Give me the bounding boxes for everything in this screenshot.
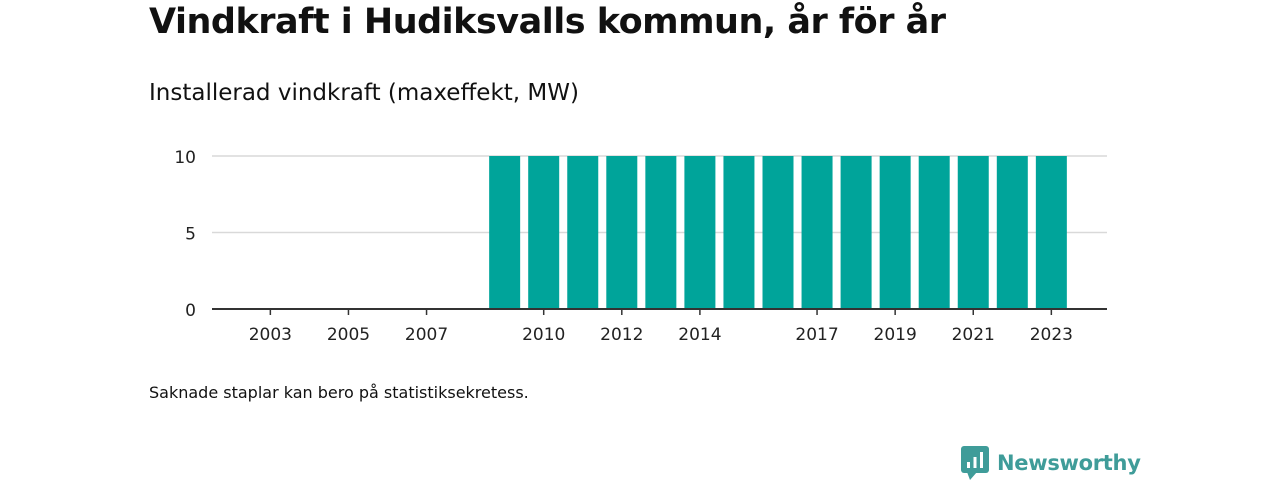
y-tick-label: 10 <box>174 148 196 168</box>
bar-2015 <box>723 156 755 309</box>
bar-2014 <box>684 156 716 309</box>
bar-2022 <box>996 156 1028 309</box>
x-tick-label: 2021 <box>952 325 995 345</box>
chart-subtitle: Installerad vindkraft (maxeffekt, MW) <box>149 80 579 106</box>
bar-2017 <box>801 156 833 309</box>
bar-2012 <box>606 156 638 309</box>
footnote: Saknade staplar kan bero på statistiksek… <box>149 383 529 402</box>
bar-2010 <box>528 156 560 309</box>
x-tick-label: 2012 <box>600 325 643 345</box>
x-tick-label: 2023 <box>1030 325 1073 345</box>
x-tick-label: 2005 <box>327 325 370 345</box>
x-tick-label: 2003 <box>249 325 292 345</box>
brand-name: Newsworthy <box>997 451 1141 475</box>
x-tick-labels: 2003 2005 2007 2010 2012 2014 2017 2019 2021 2023 <box>249 325 1073 345</box>
bars <box>489 156 1067 309</box>
x-tick-label: 2010 <box>522 325 565 345</box>
x-axis <box>212 308 1107 315</box>
chart-title: Vindkraft i Hudiksvalls kommun, år för å… <box>149 2 946 42</box>
bar-2023 <box>1035 156 1067 309</box>
y-tick-label: 5 <box>185 225 196 245</box>
bar-2018 <box>840 156 872 309</box>
x-tick-label: 2017 <box>795 325 838 345</box>
bar-2021 <box>957 156 989 309</box>
bar-2020 <box>918 156 950 309</box>
y-tick-label: 0 <box>185 301 196 321</box>
x-tick-label: 2014 <box>678 325 721 345</box>
bar-2011 <box>567 156 599 309</box>
brand-logo[interactable]: Newsworthy <box>961 446 1141 480</box>
x-tick-label: 2019 <box>874 325 917 345</box>
y-tick-labels: 0 5 10 <box>174 148 196 321</box>
x-tick-label: 2007 <box>405 325 448 345</box>
bar-2019 <box>879 156 911 309</box>
bar-2013 <box>645 156 677 309</box>
bar-2009 <box>489 156 521 309</box>
bar-2016 <box>762 156 794 309</box>
newsworthy-logo-icon <box>961 446 989 480</box>
